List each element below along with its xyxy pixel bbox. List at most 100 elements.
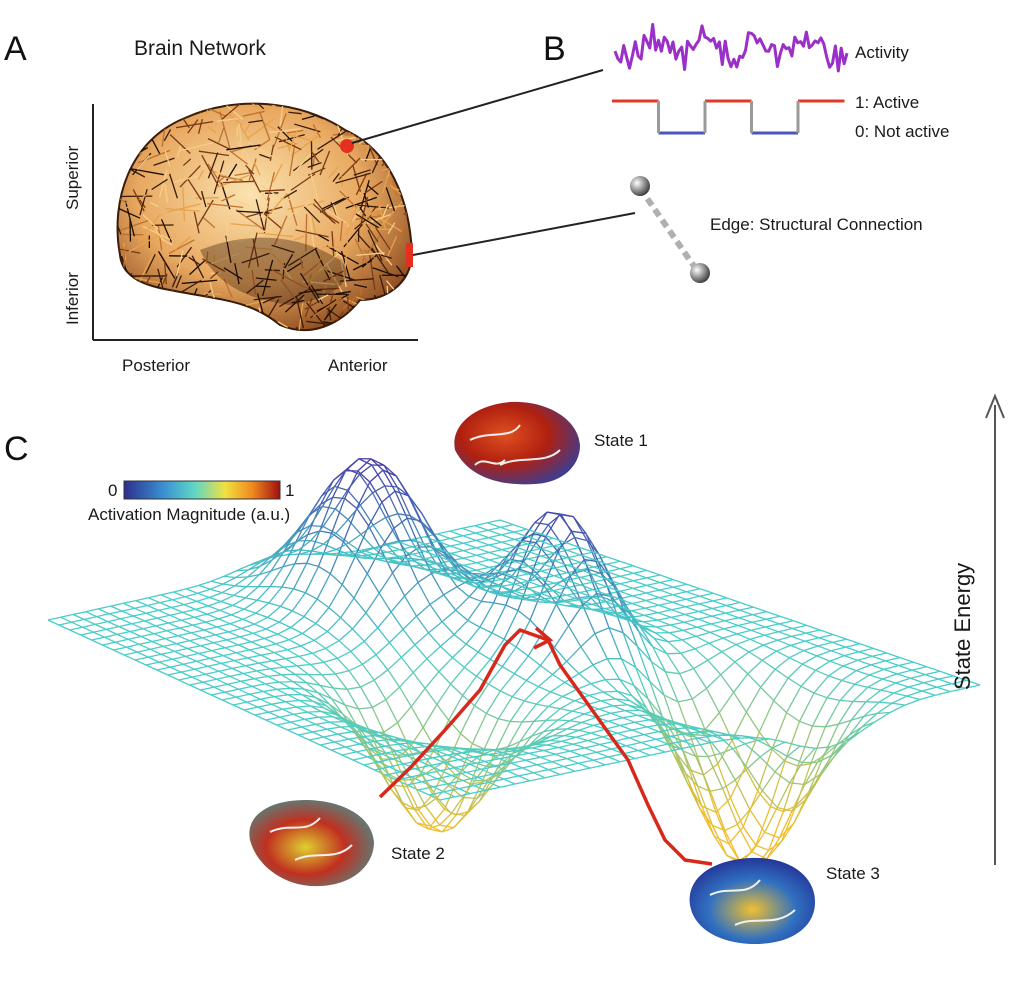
mesh-line [228,631,241,638]
mesh-line [490,764,507,787]
mesh-line [673,727,689,730]
mesh-line [487,590,501,597]
mesh-line [174,647,188,653]
mesh-line [215,634,228,641]
mesh-line [552,602,566,607]
mesh-line [784,760,799,767]
mesh-line [598,708,611,714]
mesh-line [285,699,300,703]
mesh-line [336,548,350,556]
mesh-line [198,584,211,590]
mesh-line [527,558,542,565]
mesh-line [724,823,738,832]
mesh-line [399,541,413,548]
mesh-line [620,658,635,686]
mesh-line [167,674,179,681]
mesh-line [837,701,854,725]
mesh-line [462,577,476,584]
mesh-line [804,640,819,647]
mesh-line [348,663,363,672]
mesh-line [722,637,737,646]
mesh-line [593,573,608,580]
mesh-line [449,576,463,583]
mesh-line [156,669,169,676]
mesh-line [360,524,374,535]
mesh-line [429,594,444,606]
mesh-line [254,623,267,630]
mesh-line [94,623,107,630]
mesh-line [273,545,286,557]
mesh-line [412,553,426,560]
mesh-line [801,747,816,763]
mesh-line [180,668,195,673]
mesh-line [592,658,608,666]
mesh-line [47,616,61,621]
mesh-line [374,558,388,563]
mesh-line [566,542,581,549]
mesh-line [205,618,219,623]
mesh-line [72,613,85,620]
mesh-line [85,608,99,613]
mesh-line [569,559,585,577]
mesh-line [540,552,555,557]
mesh-line [385,517,400,542]
mesh-line [82,626,94,633]
mesh-line [736,809,751,825]
mesh-line [537,735,553,743]
mesh-line [213,642,226,649]
mesh-line [768,841,782,851]
mesh-line [479,775,495,802]
node-sphere-bottom [690,263,710,283]
mesh-line [627,704,643,709]
mesh-line [165,635,179,640]
mesh-line [540,577,555,584]
mesh-line [194,665,208,670]
mesh-line [633,565,647,572]
mesh-line [330,749,343,756]
mesh-line [631,607,646,612]
mesh-line [635,666,651,682]
mesh-line [172,658,184,665]
mesh-line [243,599,258,610]
mesh-line [443,586,458,596]
mesh-line [939,670,954,677]
mesh-line [444,759,460,764]
mesh-line [356,508,370,527]
mesh-line [507,770,519,777]
mesh-line [261,554,274,561]
mesh-line [393,739,410,755]
mesh-line [593,566,608,573]
mesh-line [346,458,360,470]
mesh-line [880,689,895,694]
mesh-line [320,479,335,505]
mesh-line [475,547,490,554]
mesh-line [708,637,724,644]
mesh-line [396,486,410,497]
mesh-line [290,616,305,629]
mesh-line [135,597,149,602]
mesh-line [711,825,728,856]
mesh-line [951,679,967,685]
mesh-line [58,624,71,631]
mesh-line [615,698,630,702]
mesh-line [399,779,415,809]
mesh-line [540,728,556,740]
mesh-line [128,635,142,640]
mesh-line [786,685,802,713]
mesh-line [139,643,151,650]
mesh-line [463,651,479,668]
mesh-line [378,592,392,613]
mesh-line [857,655,873,661]
mesh-line [229,675,242,682]
mesh-line [198,649,212,655]
mesh-line [234,657,248,662]
mesh-line [207,665,220,672]
mesh-line [576,683,592,691]
mesh-line [934,690,951,696]
mesh-line [348,670,362,688]
mesh-line [451,771,467,777]
mesh-line [290,721,302,728]
mesh-line [659,578,674,584]
mesh-line [575,736,589,742]
mesh-line [473,781,489,787]
